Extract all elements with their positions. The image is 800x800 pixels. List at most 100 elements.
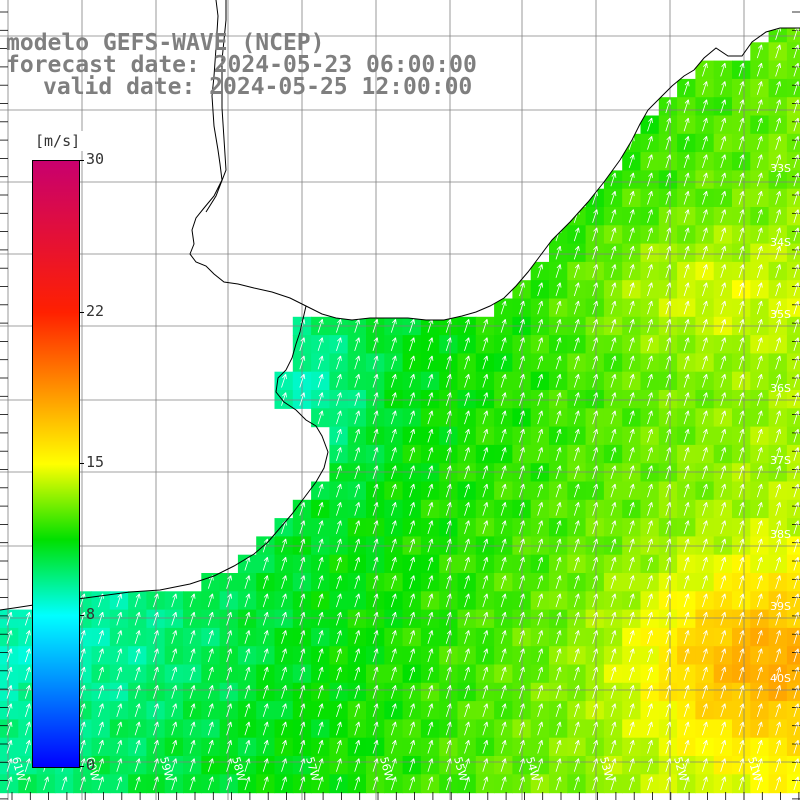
- wind-arrow: [683, 190, 690, 205]
- wind-arrow: [647, 117, 653, 132]
- wind-arrow: [592, 520, 598, 535]
- wind-arrow: [702, 630, 708, 644]
- wind-speed-cell: [786, 225, 800, 245]
- wind-arrow: [519, 776, 525, 791]
- wind-arrow: [390, 520, 397, 535]
- wind-arrow: [354, 739, 361, 754]
- wind-arrow: [354, 502, 361, 516]
- wind-arrow: [702, 392, 708, 406]
- wind-arrow: [336, 465, 342, 480]
- wind-arrow: [482, 556, 489, 571]
- wind-arrow: [720, 264, 727, 278]
- wind-arrow: [628, 245, 635, 260]
- wind-arrow: [299, 721, 306, 736]
- wind-arrow: [756, 373, 763, 388]
- wind-arrow: [573, 666, 580, 681]
- wind-arrow: [372, 520, 379, 535]
- wind-arrow: [628, 739, 635, 754]
- wind-arrow: [702, 337, 708, 352]
- wind-arrow: [281, 593, 287, 608]
- wind-arrow: [555, 502, 562, 516]
- wind-arrow: [665, 337, 672, 352]
- wind-arrow: [24, 666, 31, 681]
- wind-arrow: [500, 483, 507, 498]
- wind-arrow: [390, 483, 397, 498]
- wind-arrow: [427, 355, 434, 370]
- wind-arrow: [702, 428, 708, 443]
- wind-arrow: [555, 703, 562, 718]
- wind-arrow: [336, 392, 342, 406]
- wind-arrow: [555, 392, 562, 406]
- wind-arrow: [482, 703, 489, 718]
- wind-arrow: [702, 209, 708, 223]
- wind-arrow: [665, 209, 672, 223]
- wind-arrow: [464, 739, 470, 754]
- wind-arrow: [317, 337, 324, 352]
- latitude-label: 37S: [770, 454, 791, 467]
- wind-arrow: [665, 556, 672, 571]
- wind-arrow: [793, 465, 800, 480]
- wind-arrow: [116, 666, 123, 681]
- wind-arrow: [647, 721, 653, 736]
- wind-arrow: [281, 721, 287, 736]
- longitude-label: 53W: [597, 755, 616, 783]
- wind-arrow: [775, 410, 781, 425]
- wind-arrow: [665, 483, 672, 498]
- wind-arrow: [354, 428, 361, 443]
- wind-arrow: [445, 721, 452, 736]
- wind-arrow: [372, 465, 379, 480]
- wind-arrow: [336, 776, 342, 791]
- wind-arrow: [445, 648, 452, 663]
- wind-arrow: [683, 99, 690, 114]
- wind-arrow: [610, 245, 617, 260]
- wind-arrow: [628, 685, 635, 699]
- wind-arrow: [519, 630, 525, 644]
- wind-arrow: [665, 502, 672, 516]
- wind-arrow: [775, 373, 781, 388]
- wind-arrow: [702, 282, 708, 297]
- wind-arrow: [464, 685, 470, 699]
- wind-arrow: [281, 648, 287, 663]
- wind-arrow: [244, 703, 251, 718]
- wind-arrow: [683, 245, 690, 260]
- wind-arrow: [738, 99, 745, 114]
- wind-arrow: [683, 483, 690, 498]
- wind-arrow: [519, 465, 525, 480]
- wind-arrow: [592, 593, 598, 608]
- wind-arrow: [317, 758, 324, 772]
- wind-arrow: [427, 666, 434, 681]
- wind-arrow: [610, 520, 617, 535]
- wind-arrow: [647, 172, 653, 187]
- wind-arrow: [409, 593, 415, 608]
- wind-arrow: [336, 739, 342, 754]
- wind-arrow: [793, 99, 800, 114]
- wind-arrow: [519, 703, 525, 718]
- wind-arrow: [683, 337, 690, 352]
- wind-arrow: [317, 776, 324, 791]
- colorbar-tick-label: 8: [86, 604, 96, 623]
- wind-arrow: [738, 776, 745, 791]
- wind-arrow: [409, 319, 415, 333]
- wind-arrow: [610, 447, 617, 461]
- wind-arrow: [665, 172, 672, 187]
- wind-arrow: [207, 611, 214, 626]
- wind-arrow: [482, 319, 489, 333]
- wind-arrow: [592, 538, 598, 553]
- wind-arrow: [702, 593, 708, 608]
- wind-arrow: [573, 264, 580, 278]
- wind-arrow: [372, 593, 379, 608]
- wind-arrow: [336, 685, 342, 699]
- wind-arrow: [720, 611, 727, 626]
- wind-arrow: [610, 282, 617, 297]
- wind-arrow: [354, 611, 361, 626]
- wind-arrow: [573, 630, 580, 644]
- wind-arrow: [573, 373, 580, 388]
- wind-arrow: [317, 355, 324, 370]
- wind-arrow: [610, 556, 617, 571]
- wind-arrow: [683, 465, 690, 480]
- wind-arrow: [573, 319, 580, 333]
- wind-arrow: [702, 703, 708, 718]
- wind-arrow: [537, 428, 544, 443]
- wind-speed-cell: [786, 371, 800, 391]
- wind-arrow: [262, 776, 269, 791]
